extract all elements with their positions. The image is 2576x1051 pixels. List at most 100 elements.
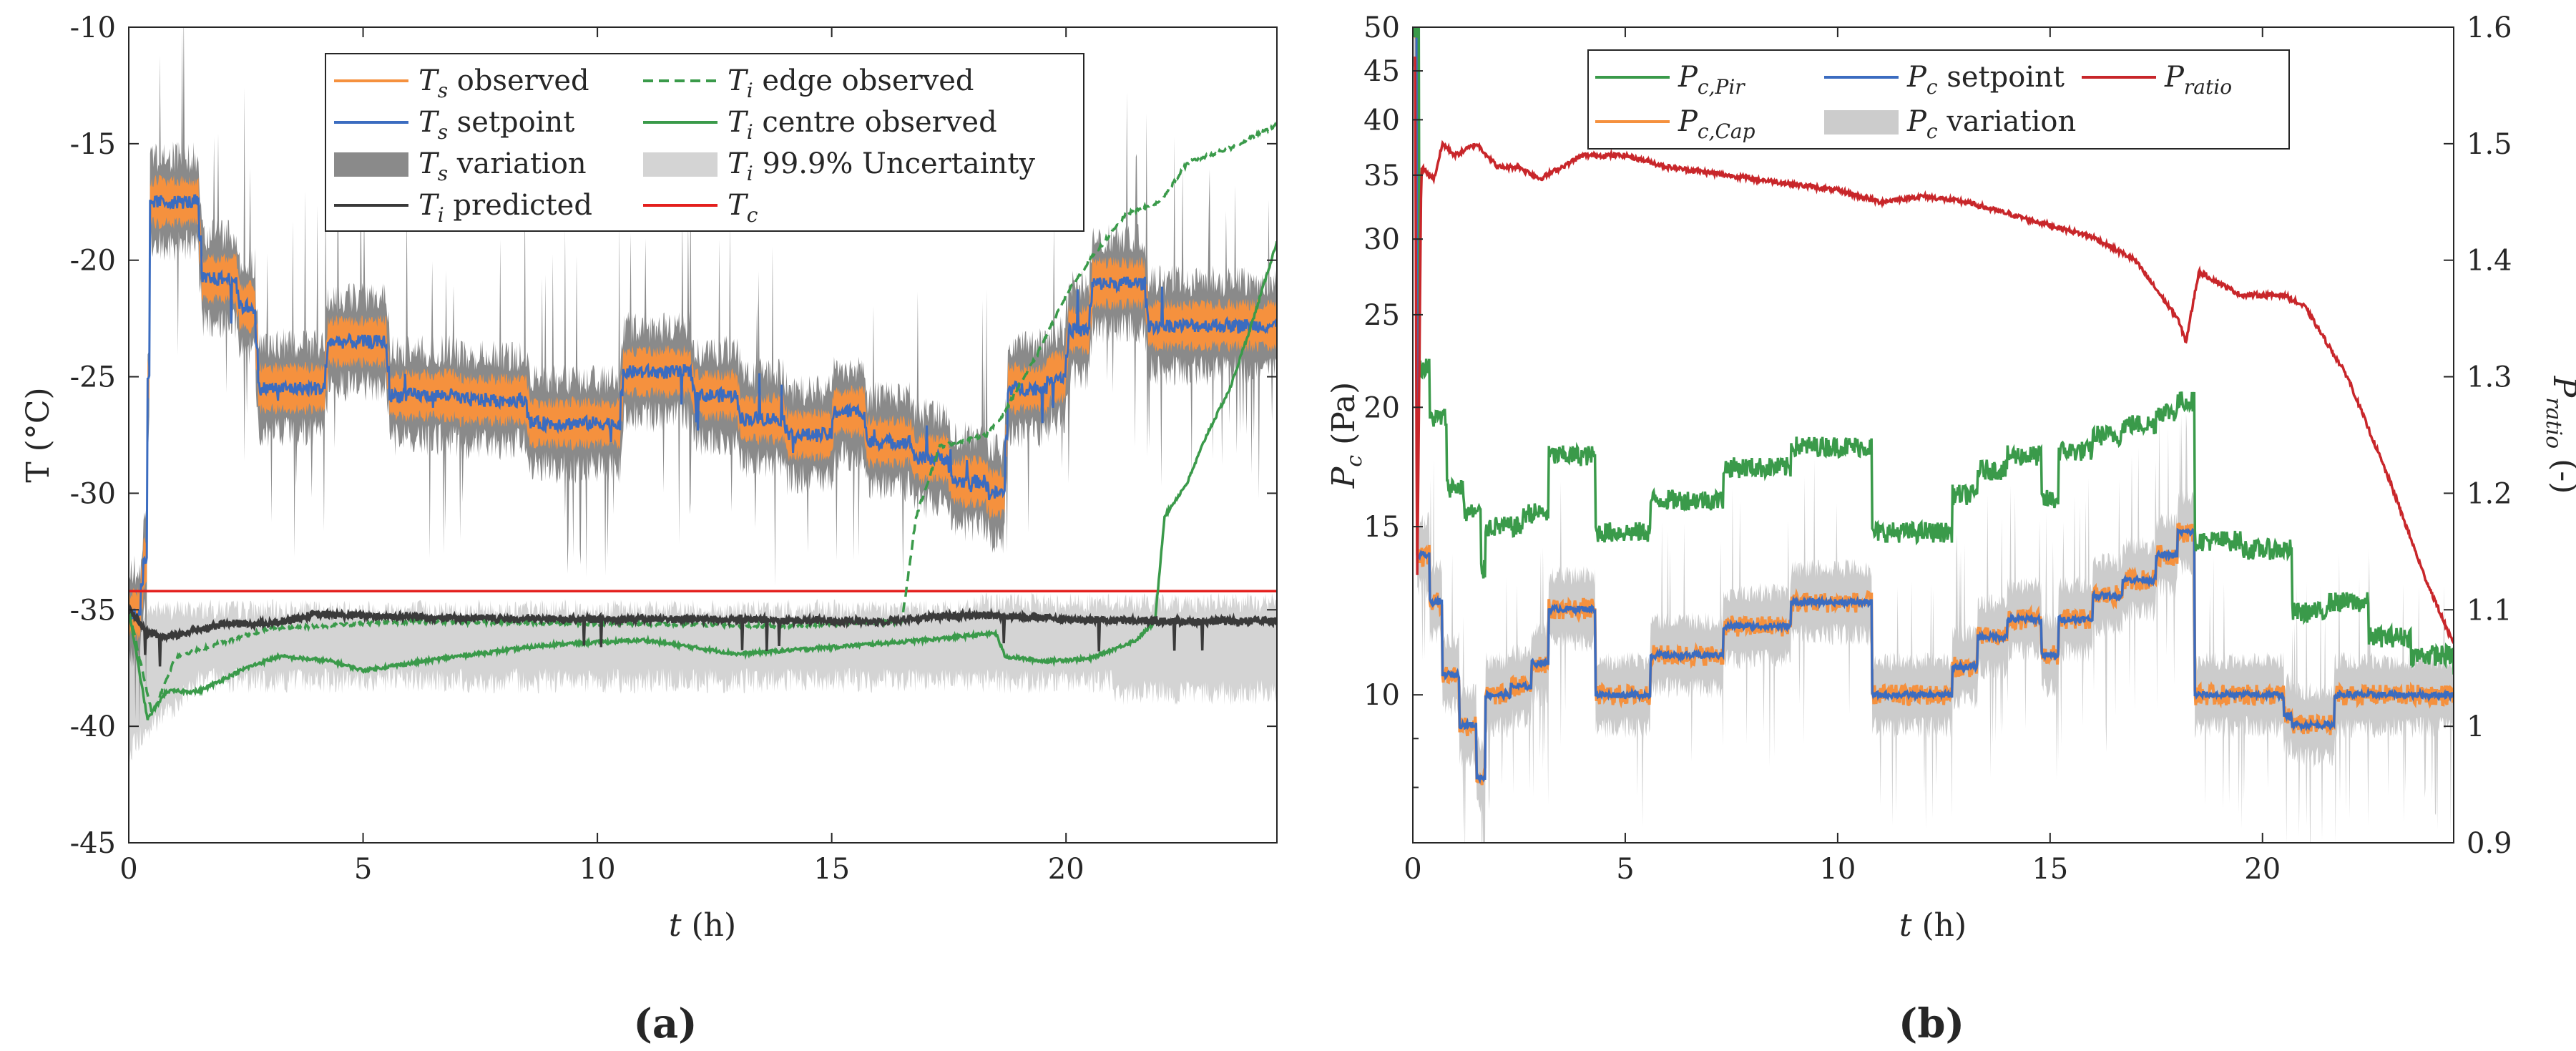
legend-symbol: P [1678, 61, 1698, 94]
legend-subscript: c [1926, 119, 1938, 143]
legend-label: Pc setpoint [1906, 61, 2065, 99]
panel-b-data [1413, 27, 2454, 843]
legend-label: Ti edge observed [728, 64, 974, 102]
legend-label: Ts variation [418, 147, 587, 185]
pc-pir-line [1413, 27, 2454, 675]
panel-a-y-tick-label: -20 [70, 245, 116, 278]
legend-subscript: i [438, 203, 444, 227]
legend-symbol: T [418, 64, 440, 97]
legend-swatch [1824, 110, 1899, 135]
legend-label: Pc variation [1906, 105, 2076, 143]
panel-b-y-tick-label-right: 1.1 [2467, 594, 2512, 627]
legend-subscript: c [747, 203, 758, 227]
panel-a-y-tick-label: -15 [70, 128, 116, 161]
legend-symbol: T [728, 189, 749, 222]
legend-label: Ti 99.9% Uncertainty [728, 147, 1035, 185]
panel-b-y-tick-label-left: 50 [1363, 11, 1400, 44]
legend-symbol: P [1678, 105, 1698, 138]
legend-label: Pc,Pir [1678, 61, 1745, 99]
panel-a-y-tick-label: -25 [70, 361, 116, 394]
panel-b-y-tick-label-right: 0.9 [2467, 827, 2512, 860]
panel-b-y-tick-label-right: 1.3 [2467, 361, 2512, 394]
panel-a-y-tick-label: -30 [70, 477, 116, 510]
panel-b-y-tick-label-left: 45 [1363, 55, 1400, 88]
panel-a-chart: 0 5 10 15 20 -45 -40 -35 -30 -25 -20 -15 -10 Ts obse… [20, 11, 1278, 1047]
panel-b-y-label-left: Pc (Pa) [1326, 382, 1367, 489]
panel-b-y-tick-label-left: 10 [1363, 679, 1400, 712]
panel-b-y-tick-label-right: 1.5 [2467, 128, 2512, 161]
legend-subscript: c,Pir [1698, 75, 1745, 99]
panel-b-x-tick-label: 0 [1404, 853, 1421, 886]
legend-label: Ti centre observed [728, 106, 997, 144]
panel-a-x-tick-label: 20 [1048, 853, 1084, 886]
p-ratio-line [1414, 57, 2454, 644]
legend-symbol: T [418, 147, 440, 180]
ti-centre-observed-line [129, 240, 1277, 720]
legend-label: Pc,Cap [1678, 105, 1755, 143]
panel-a-y-tick-label: -10 [70, 11, 116, 44]
panel-a-x-label: t (h) [669, 907, 736, 944]
ti-predicted-line [129, 604, 1277, 667]
legend-text: setpoint [1938, 61, 2065, 94]
legend-subscript: i [747, 120, 753, 144]
panel-b-axes: 0 5 10 15 20 10 15 20 25 30 35 40 45 50 0.9 1 1.1 1.2 1.3 1… [1363, 11, 2512, 886]
panel-b-x-tick-label: 5 [1616, 853, 1634, 886]
panel-b-axes-box [1412, 26, 2454, 844]
legend-text: variation [448, 147, 587, 180]
legend-text: centre observed [753, 106, 997, 139]
panel-a-y-tick-label: -40 [70, 710, 116, 743]
panel-a-legend-box [325, 53, 1084, 232]
legend-subscript: i [747, 162, 753, 185]
legend-subscript: s [438, 79, 448, 102]
panel-b-x-tick-label: 10 [1819, 853, 1856, 886]
panel-a-x-tick-label: 10 [579, 853, 616, 886]
legend-text: observed [448, 64, 589, 97]
legend-subscript: s [438, 120, 448, 144]
ts-observed-band [129, 175, 1277, 642]
pc-setpoint-line [1413, 27, 2454, 785]
panel-a-y-tick-label: -45 [70, 827, 116, 860]
legend-text: predicted [444, 189, 592, 222]
panel-b-y-tick-label-left: 20 [1363, 391, 1400, 424]
legend-label: Ts setpoint [418, 106, 574, 144]
panel-b-y-tick-label-left: 15 [1363, 511, 1400, 544]
ts-setpoint-line [129, 194, 1277, 622]
panel-b-y-label-right: Pratio (-) [2541, 376, 2576, 494]
legend-symbol: T [728, 106, 749, 139]
legend-symbol: P [2164, 61, 2185, 94]
panel-b-y-tick-label-right: 1.2 [2467, 477, 2512, 510]
legend-subscript: ratio [2184, 75, 2232, 99]
legend-label: Tc [728, 189, 758, 227]
panel-a-y-label: T (°C) [20, 387, 57, 482]
legend-symbol: T [418, 106, 440, 139]
panel-b-chart: 0 5 10 15 20 10 15 20 25 30 35 40 45 50 0.9 1 1.1 1.2 1.3 1… [1326, 11, 2576, 1047]
legend-symbol: T [728, 64, 749, 97]
legend-symbol: T [728, 147, 749, 180]
panel-b-y-tick-label-right: 1.6 [2467, 11, 2512, 44]
panel-b-legend-box [1587, 49, 2290, 150]
legend-subscript: i [747, 79, 753, 102]
legend-symbol: P [1906, 105, 1927, 138]
legend-subscript: s [438, 162, 448, 185]
panel-b-y-tick-label-left: 25 [1363, 299, 1400, 332]
panel-b-x-label: t (h) [1899, 907, 1967, 944]
legend-text: edge observed [753, 64, 974, 97]
panel-a-data [129, 27, 1277, 763]
panel-a-axes: 0 5 10 15 20 -45 -40 -35 -30 -25 -20 -15 -10 [70, 11, 1278, 886]
panel-b-y-tick-label-left: 40 [1363, 104, 1400, 137]
panel-a-x-tick-label: 15 [813, 853, 850, 886]
panel-b-y-tick-label-right: 1.4 [2467, 245, 2512, 278]
legend-label: Pratio [2164, 61, 2232, 99]
legend-label: Ti predicted [418, 189, 592, 227]
panel-b-x-tick-label: 15 [2032, 853, 2068, 886]
legend-subscript: c [1926, 75, 1938, 99]
legend-symbol: T [418, 189, 440, 222]
legend-subscript: c,Cap [1698, 119, 1755, 143]
panel-a-caption: (a) [633, 1000, 697, 1047]
panel-b-y-tick-label-left: 30 [1363, 223, 1400, 256]
panel-b-x-tick-label: 20 [2244, 853, 2281, 886]
legend-swatch [334, 152, 408, 177]
panel-a-y-tick-label: -35 [70, 594, 116, 627]
